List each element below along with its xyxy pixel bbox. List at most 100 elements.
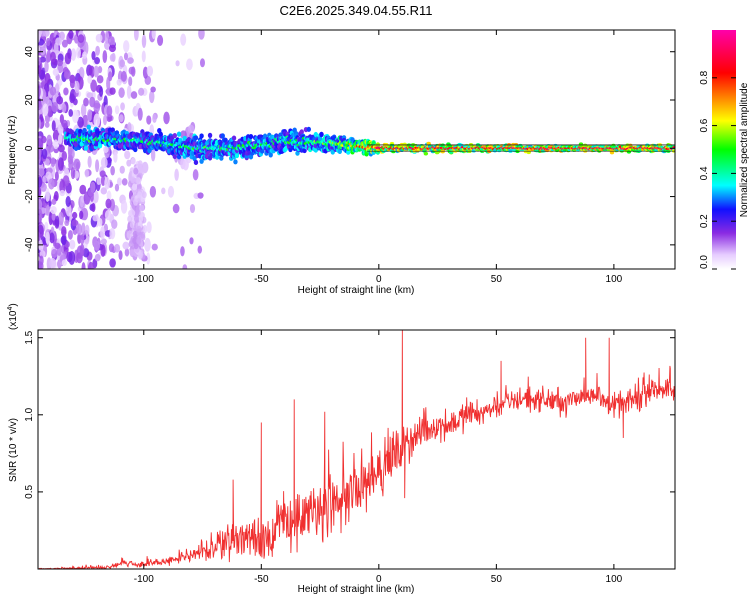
heatmap-cell bbox=[47, 144, 54, 153]
heatmap-cell bbox=[672, 146, 675, 149]
colorbar-tick-label: 0.6 bbox=[699, 118, 710, 132]
heatmap-cell bbox=[61, 151, 68, 161]
heatmap-cell bbox=[56, 96, 64, 105]
x-tick-label: -50 bbox=[254, 574, 269, 585]
heatmap-cell bbox=[38, 101, 42, 111]
heatmap-cell bbox=[63, 87, 69, 96]
heatmap-cell bbox=[61, 233, 67, 246]
heatmap-cell bbox=[55, 37, 63, 46]
heatmap-cell bbox=[83, 97, 89, 107]
heatmap-cell bbox=[172, 153, 178, 160]
heatmap-cell bbox=[109, 227, 116, 240]
heatmap-cell bbox=[96, 75, 104, 84]
heatmap-cell bbox=[120, 70, 127, 82]
heatmap-cell bbox=[214, 154, 220, 160]
heatmap-cell bbox=[69, 129, 75, 135]
heatmap-cell bbox=[74, 80, 80, 94]
heatmap-cell bbox=[163, 111, 170, 125]
heatmap-cell bbox=[98, 86, 104, 97]
heatmap-cell bbox=[161, 187, 166, 195]
snr-ylabel: SNR (10 * v/v) bbox=[8, 418, 19, 482]
heatmap-cell bbox=[144, 237, 151, 252]
heatmap-cell bbox=[136, 225, 142, 233]
heatmap-cell bbox=[189, 203, 196, 214]
heatmap-cell bbox=[146, 252, 151, 265]
heatmap-cell bbox=[92, 214, 99, 222]
snr-scale-exponent: 4 bbox=[7, 307, 14, 311]
heatmap-cell bbox=[68, 250, 76, 265]
heatmap-cell bbox=[133, 215, 139, 223]
heatmap-cell bbox=[61, 103, 67, 113]
heatmap-cell bbox=[38, 231, 41, 242]
heatmap-cell bbox=[81, 222, 86, 237]
heatmap-cell bbox=[61, 119, 68, 129]
heatmap-cell bbox=[100, 244, 106, 257]
heatmap-cell bbox=[133, 146, 138, 153]
heatmap-cell bbox=[65, 195, 71, 207]
heatmap-cell bbox=[207, 132, 213, 138]
heatmap-cell bbox=[124, 248, 130, 257]
heatmap-cell bbox=[48, 178, 55, 190]
heatmap-cell bbox=[93, 113, 101, 128]
heatmap-cell bbox=[51, 101, 59, 113]
heatmap-cell bbox=[174, 168, 179, 181]
heatmap-cell bbox=[91, 51, 96, 61]
heatmap-cell bbox=[180, 246, 185, 257]
heatmap-cell bbox=[47, 105, 53, 118]
heatmap-cell bbox=[141, 191, 147, 199]
heatmap-cell bbox=[61, 229, 67, 236]
heatmap-cell bbox=[95, 33, 103, 43]
heatmap-cell bbox=[89, 96, 96, 108]
heatmap-cell bbox=[197, 192, 204, 199]
heatmap-cell bbox=[346, 149, 351, 155]
heatmap-cell bbox=[46, 134, 52, 146]
heatmap-cell bbox=[95, 45, 100, 56]
heatmap-cell bbox=[93, 240, 101, 251]
heatmap-cell bbox=[44, 121, 50, 128]
snr-panel: -100 -50 0 50 100 0.5 1.0 1.5 Height of straigh… bbox=[7, 303, 676, 595]
heatmap-cell bbox=[86, 124, 91, 130]
heatmap-cell bbox=[136, 237, 142, 245]
y-tick-label: 40 bbox=[24, 46, 35, 58]
heatmap-cell bbox=[50, 157, 56, 168]
heatmap-cell bbox=[45, 53, 51, 63]
heatmap-cell bbox=[67, 229, 73, 240]
heatmap-cell bbox=[54, 242, 61, 250]
x-tick-label: 100 bbox=[606, 574, 623, 585]
heatmap-cell bbox=[233, 159, 238, 165]
heatmap-cell bbox=[197, 245, 203, 254]
heatmap-cell bbox=[157, 34, 164, 46]
heatmap-cell bbox=[95, 159, 100, 173]
heatmap-cell bbox=[199, 58, 205, 68]
heatmap-cell bbox=[131, 183, 137, 191]
x-tick-label: 50 bbox=[491, 574, 503, 585]
heatmap-cell bbox=[81, 262, 86, 269]
heatmap-cell bbox=[38, 85, 41, 98]
heatmap-cell bbox=[42, 175, 47, 183]
heatmap-cell bbox=[77, 34, 85, 43]
heatmap-cell bbox=[99, 170, 106, 178]
snr-xlabel: Height of straight line (km) bbox=[298, 584, 415, 595]
heatmap-cell bbox=[137, 107, 143, 121]
heatmap-cell bbox=[107, 35, 115, 46]
y-tick-label: 1.0 bbox=[24, 407, 35, 421]
snr-series-line bbox=[38, 330, 675, 569]
heatmap-cell bbox=[38, 30, 43, 36]
heatmap-cell bbox=[79, 210, 84, 220]
heatmap-cell bbox=[72, 98, 78, 106]
heatmap-cell bbox=[187, 124, 195, 134]
heatmap-cell bbox=[80, 103, 87, 118]
heatmap-cell bbox=[97, 143, 103, 149]
heatmap-cell bbox=[54, 219, 60, 229]
heatmap-cell bbox=[149, 185, 157, 198]
heatmap-cell bbox=[121, 178, 128, 186]
heatmap-cell bbox=[57, 157, 64, 171]
y-tick-label: -40 bbox=[24, 237, 35, 252]
spectrogram-panel: -100 -50 0 50 100 -40 -20 0 20 40 Height of strai… bbox=[7, 29, 676, 296]
heatmap-cell bbox=[109, 258, 116, 268]
heatmap-cell bbox=[175, 60, 180, 67]
heatmap-cell bbox=[111, 219, 118, 230]
heatmap-cell bbox=[109, 53, 115, 62]
heatmap-cell bbox=[114, 183, 120, 192]
heatmap-cell bbox=[44, 60, 49, 73]
